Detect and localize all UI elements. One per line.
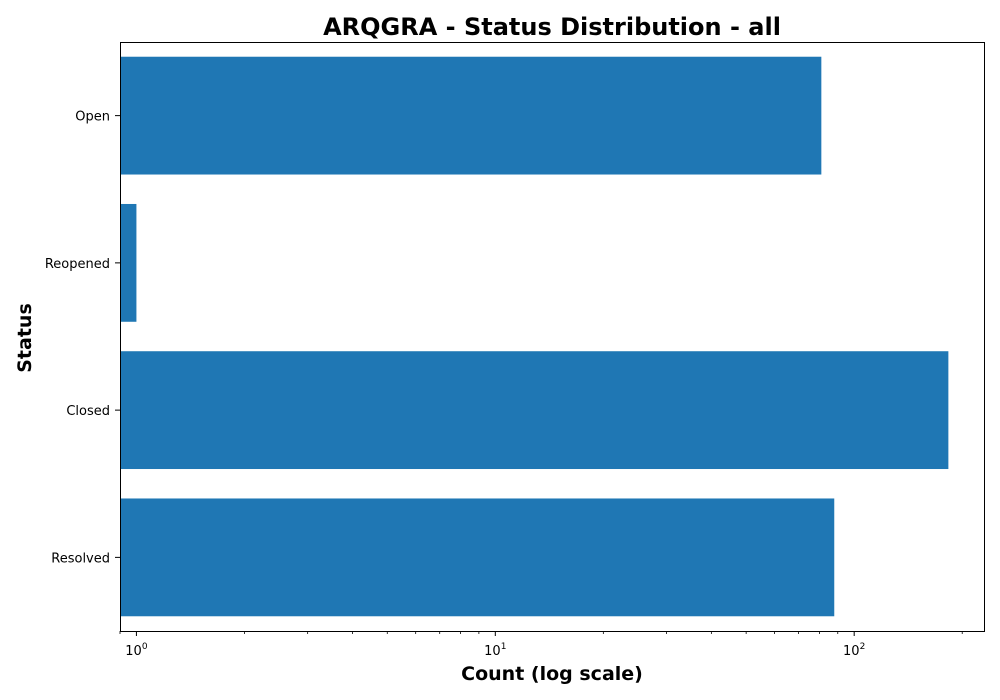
x-tick-label: 101 — [484, 642, 506, 659]
plot-frame — [120, 42, 985, 632]
bar-closed — [120, 351, 949, 470]
bars-group — [120, 56, 949, 617]
x-axis-label: Count (log scale) — [461, 663, 643, 685]
y-tick-label-open: Open — [75, 110, 110, 125]
x-tick-label: 102 — [843, 642, 865, 659]
bar-reopened — [120, 203, 137, 322]
y-tick-label-closed: Closed — [66, 404, 110, 419]
y-axis-label: Status — [14, 303, 36, 373]
bar-open — [120, 56, 822, 175]
x-tick-label: 100 — [125, 642, 148, 659]
y-tick-label-resolved: Resolved — [51, 551, 110, 566]
chart-title: ARQGRA - Status Distribution - all — [323, 13, 781, 41]
y-axis: Open Reopened Closed Resolved — [45, 110, 120, 566]
y-tick-label-reopened: Reopened — [45, 257, 110, 272]
bar-resolved — [120, 498, 835, 617]
x-axis: 100 101 102 — [119, 631, 963, 659]
